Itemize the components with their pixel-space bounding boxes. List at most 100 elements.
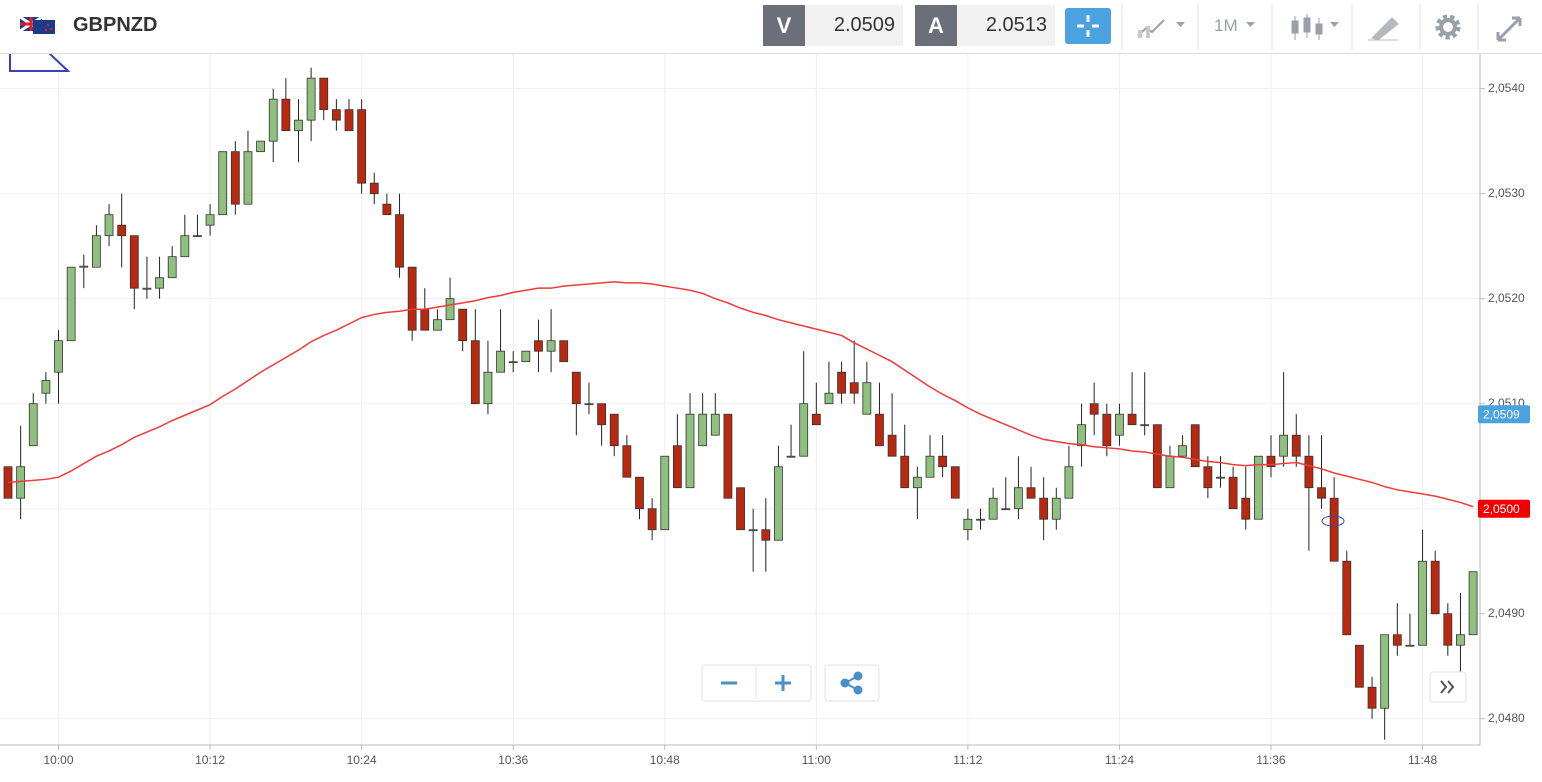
candle-body [685,413,695,489]
timeframe[interactable]: 1M [1214,16,1238,35]
timeframe-caret[interactable] [1246,22,1255,27]
candle-body [811,413,821,426]
candle-body [1329,497,1339,562]
candle-body [710,413,720,436]
candle-body [243,151,253,205]
x-tick-label: 10:12 [195,753,225,767]
candle-body [1216,476,1225,479]
candle-body [344,109,354,132]
candle-body [218,151,228,216]
candle-body [1178,445,1187,457]
ask-label: A [915,5,957,46]
candle-body [1380,634,1390,709]
chart-type-button[interactable] [1291,14,1339,40]
candle-body [875,413,884,447]
y-tick-label: 2,0520 [1488,291,1525,305]
candle-body [1165,455,1175,489]
candle-body [1304,455,1314,489]
candle-body [837,371,846,394]
y-tick-label: 2,0490 [1488,606,1525,620]
candle-body [1405,644,1415,647]
candle-body [369,182,379,195]
candle-body [950,466,960,499]
candle-body [774,466,783,541]
y-tick-label: 2,0480 [1488,711,1525,725]
candle-body [1392,634,1402,646]
price-tag-label: 2,0500 [1483,502,1520,516]
candle-body [1026,487,1036,499]
candle-body [357,109,367,184]
candle-body [900,455,910,489]
candle-body [925,455,935,478]
candle-body [786,455,796,458]
candle-body [433,319,442,331]
candle-body [205,214,215,226]
candle-body [66,266,76,342]
share-icon [840,671,863,695]
zoom-in[interactable] [775,675,791,691]
candle-body [331,109,341,121]
candle-body [736,487,745,531]
flag-icon [19,15,55,34]
candle-body [167,256,177,279]
candle-body [963,518,973,531]
candle-body [319,77,329,111]
candle-body [1102,413,1112,447]
candle-body [420,308,430,331]
zoom-controls [701,664,1467,703]
candle-body [470,340,480,405]
crosshair-button[interactable] [1065,8,1111,44]
candle-body [1089,403,1099,415]
candle-body [28,403,38,447]
candle-body [862,382,872,415]
candle-body [395,214,404,268]
candle-body [938,455,948,468]
candle-body [988,497,998,520]
candle-body [698,413,708,447]
price-tag-label: 2,0509 [1483,407,1520,421]
toolbar: GBPNZD V 2.0509 A 2.0513 1M [0,0,1542,54]
candle-body [748,529,758,532]
settings-button[interactable] [1435,14,1461,40]
candle-body [1253,455,1263,520]
candle-body [1367,686,1377,709]
candle-body [294,119,303,132]
candle-body [546,340,556,352]
candle-body [508,361,518,364]
candle-body [609,413,619,447]
scroll-button[interactable] [1429,671,1467,703]
ask-price: 2.0513 [957,5,1055,46]
candle-body [622,445,632,478]
candle-body [256,140,266,153]
x-tick-label: 10:36 [498,753,528,767]
fullscreen-button[interactable] [1496,16,1522,42]
drawing-marker[interactable] [1321,515,1345,527]
share-button[interactable] [824,664,880,702]
x-tick-label: 11:24 [1105,753,1134,767]
price-tag [1478,405,1530,424]
candle-body [1456,634,1465,646]
candle-body [1001,508,1011,511]
candle-body [1241,497,1251,520]
indicator-button[interactable] [1137,19,1185,38]
candle-body [92,235,101,268]
x-tick-label: 10:24 [347,753,377,767]
candle-body [79,265,89,268]
candle-body [1051,497,1061,520]
candle-body [1443,613,1453,646]
candle-body [180,235,190,258]
bid-label: V [763,5,805,46]
candle-body [635,476,644,510]
candle-body [761,529,771,541]
candle-body [230,151,240,205]
candle-body [672,445,682,489]
candle-body [483,371,493,405]
candle-body [1430,560,1440,615]
draw-tools-button[interactable] [1368,17,1399,41]
candle-body [1291,434,1301,457]
candle-body [597,403,607,426]
candle-body [584,403,594,406]
candle-body [129,235,139,289]
